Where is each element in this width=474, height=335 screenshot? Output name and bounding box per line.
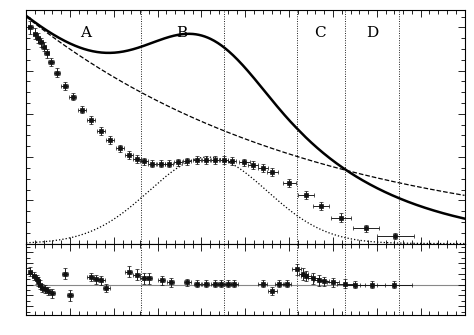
Text: D: D: [366, 26, 379, 41]
Text: B: B: [176, 26, 187, 41]
Text: C: C: [314, 26, 326, 41]
Text: A: A: [80, 26, 91, 41]
